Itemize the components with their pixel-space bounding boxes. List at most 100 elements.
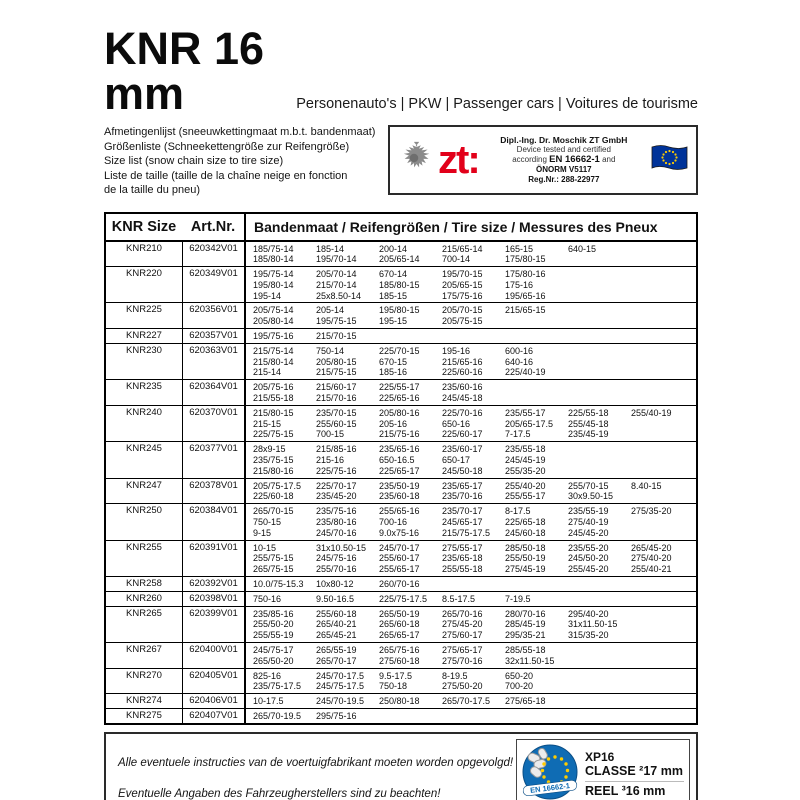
tire-size-value: 225/60-17 xyxy=(442,429,483,440)
tire-size-value xyxy=(631,393,694,404)
knr-size-cell: KNR230 xyxy=(126,344,162,356)
knr-size-cell: KNR240 xyxy=(126,406,162,418)
tire-size-value: 275/45-19 xyxy=(505,564,546,575)
tire-size-value: 235/75-15 xyxy=(253,455,294,466)
tire-sizes-cell: 750-16 9.50-16.5 225/75-17.5 8.5-17.5 7-19.5 xyxy=(244,591,696,606)
tire-size-value: 205/80-14 xyxy=(253,316,294,327)
tire-size-value: 245/70-17.5 xyxy=(316,670,365,681)
tire-size-value xyxy=(379,331,442,342)
tire-size-value: 245/50-20 xyxy=(568,553,609,564)
tire-size-value xyxy=(505,393,568,404)
tire-size-value: 31x10.50-15 xyxy=(316,542,367,553)
tire-size-value: 215/70-16 xyxy=(316,393,357,404)
tire-size-value: 235/70-15 xyxy=(316,407,357,418)
knr-size-cell: KNR225 xyxy=(126,304,162,316)
tire-size-value xyxy=(631,444,694,455)
zt-logo: zt: xyxy=(438,138,481,182)
tire-size-value xyxy=(379,711,442,722)
tire-size-value xyxy=(631,645,694,656)
tire-sizes-cell: 265/70-19.5 295/75-16 xyxy=(244,708,696,723)
tire-size-value: 255/35-20 xyxy=(505,465,546,476)
instruction-line: Eventuelle Angaben des Fahrzeugherstelle… xyxy=(118,788,441,800)
tire-size-value: 225/75-15 xyxy=(253,429,294,440)
tire-size-value: 275/50-20 xyxy=(442,681,483,692)
tire-size-value: 315/35-20 xyxy=(568,630,609,641)
tire-size-value: 215/55-18 xyxy=(253,393,294,404)
tire-size-value xyxy=(568,382,631,393)
tire-size-value: 700-14 xyxy=(442,254,471,265)
tire-size-value xyxy=(631,609,694,620)
tire-size-value xyxy=(442,331,505,342)
tire-size-value: 640-16 xyxy=(505,356,534,367)
tire-size-value: 205/70-14 xyxy=(316,269,357,280)
title-row: KNR 16 mm Personenauto's | PKW | Passeng… xyxy=(104,26,698,116)
tire-size-value: 195-16 xyxy=(442,345,471,356)
tire-size-value: 225/75-17.5 xyxy=(379,593,428,604)
cert-according: according EN 16662-1 and xyxy=(512,154,616,165)
tire-size-value: 8.40-15 xyxy=(631,480,662,491)
tire-size-value xyxy=(631,681,694,692)
instruction-line: Alle eventuele instructies van de voertu… xyxy=(118,757,514,770)
certification-badge-box: EN 16662-1 XP16 CLASSE ²17 mm REEL ³16 m… xyxy=(516,738,690,800)
tire-size-value: 275/55-17 xyxy=(442,542,483,553)
tire-size-value: 650-17 xyxy=(442,455,471,466)
tire-size-value: 245/60-18 xyxy=(505,527,546,538)
tire-size-value xyxy=(505,316,568,327)
tire-size-value: 600-16 xyxy=(505,345,534,356)
tire-size-value: 30x9.50-15 xyxy=(568,491,614,502)
tire-size-value: 245/75-17 xyxy=(253,645,294,655)
tire-size-value: 185-15 xyxy=(379,290,408,301)
tire-size-value: 245/70-16 xyxy=(316,527,357,538)
art-nr-cell: 620363V01 xyxy=(182,343,244,380)
tire-size-value: 245/75-17.5 xyxy=(316,681,365,692)
tire-size-value: 285/50-18 xyxy=(505,542,546,553)
tire-size-value xyxy=(631,671,694,682)
tire-size-value: 235/70-16 xyxy=(442,491,483,502)
art-nr-cell: 620384V01 xyxy=(182,504,244,540)
tire-size-value: 175/75-16 xyxy=(442,290,483,301)
tire-size-value: 225/55-17 xyxy=(379,382,420,393)
tire-size-value xyxy=(631,280,694,291)
tire-size-value: 205/65-14 xyxy=(379,254,420,265)
tire-size-value: 245/75-16 xyxy=(316,553,357,564)
tire-size-value: 32x11.50-15 xyxy=(505,655,555,666)
tire-size-value: 215/65-15 xyxy=(505,305,546,316)
knr-size-cell: KNR265 xyxy=(126,607,162,619)
tire-size-value: 275/35-20 xyxy=(631,506,672,517)
tire-size-value: 285/45-19 xyxy=(505,619,546,630)
art-nr-cell: 620364V01 xyxy=(182,380,244,405)
tire-size-value: 825-16 xyxy=(253,670,282,681)
tire-size-value: 255/55-19 xyxy=(253,630,294,641)
tire-size-value: 275/40-20 xyxy=(631,553,672,564)
header-art-nr: Art.Nr. xyxy=(190,218,236,235)
tire-size-value: 750-14 xyxy=(316,345,345,356)
tire-size-value xyxy=(631,357,694,368)
table-row: KNR227 620357V01 195/75-16 215/70-15 xyxy=(106,329,696,344)
tire-size-value: 255/70-16 xyxy=(316,564,357,575)
tire-size-value: 225/40-19 xyxy=(505,367,546,378)
tire-size-value: 265/75-16 xyxy=(379,645,420,655)
table-row: KNR247 620378V01 205/75-17.5 225/70-17 235… xyxy=(106,478,696,505)
tire-sizes-cell: 185/75-14 185-14 200-14 215/65-14 165-15 640-… xyxy=(244,241,696,267)
tire-size-value: 215/75-16 xyxy=(379,429,420,440)
tire-size-value: 10-15 xyxy=(253,542,277,553)
art-nr-cell: 620378V01 xyxy=(182,478,244,504)
tire-size-value: 195/75-16 xyxy=(253,331,294,342)
table-row: KNR255 620391V01 10-15 31x10.50-15 245/70-… xyxy=(106,540,696,578)
tire-size-value: 225/65-18 xyxy=(505,517,546,528)
tire-size-value: 255/45-18 xyxy=(568,418,609,429)
tire-size-value: 265/70-16 xyxy=(442,608,483,619)
tire-size-value: 275/65-17 xyxy=(442,645,483,655)
tire-size-value: 255/40-20 xyxy=(505,480,546,491)
tire-size-value: 215-14 xyxy=(253,367,282,378)
knr-size-cell: KNR235 xyxy=(126,381,162,393)
art-nr-cell: 620370V01 xyxy=(182,405,244,442)
knr-size-cell: KNR270 xyxy=(126,669,162,681)
tire-size-value: 235/50-19 xyxy=(379,480,420,491)
austrian-eagle-icon xyxy=(397,139,431,182)
tire-size-value: 280/70-16 xyxy=(505,608,546,619)
tire-size-value: 195/80-14 xyxy=(253,279,294,290)
tire-size-value: 255/60-15 xyxy=(316,418,357,429)
tire-size-value xyxy=(442,579,505,590)
